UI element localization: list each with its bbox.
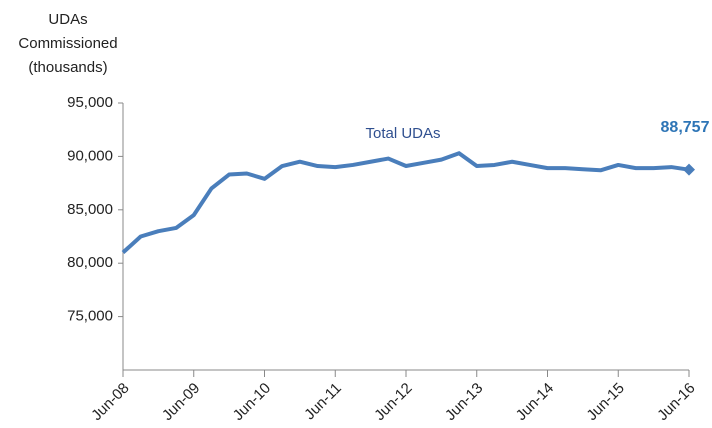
y-axis-label: UDAs <box>48 11 87 28</box>
line <box>121 151 690 255</box>
x-tick-label: Jun-13 <box>442 380 486 424</box>
y-tick-label: 90,000 <box>67 147 113 164</box>
y-axis-label: (thousands) <box>28 59 107 76</box>
value-label: 88,757 <box>661 119 710 136</box>
y-tick-label: 80,000 <box>67 254 113 271</box>
x-tick-label: Jun-09 <box>159 380 203 424</box>
x-tick-label: Jun-08 <box>88 380 132 424</box>
x-tick-label: Jun-10 <box>230 380 274 424</box>
annotation: Total UDAs <box>365 125 440 142</box>
y-tick-label: 75,000 <box>67 308 113 325</box>
y-tick-label: 95,000 <box>67 94 113 111</box>
x-tick-label: Jun-11 <box>301 380 345 424</box>
x-tick-label: Jun-15 <box>583 380 627 424</box>
marker <box>683 163 695 176</box>
y-axis-label: Commissioned <box>18 35 117 52</box>
x-tick-label: Jun-16 <box>654 380 698 424</box>
y-tick-label: 85,000 <box>67 201 113 218</box>
x-tick-label: Jun-14 <box>513 380 557 424</box>
x-tick-label: Jun-12 <box>371 380 415 424</box>
